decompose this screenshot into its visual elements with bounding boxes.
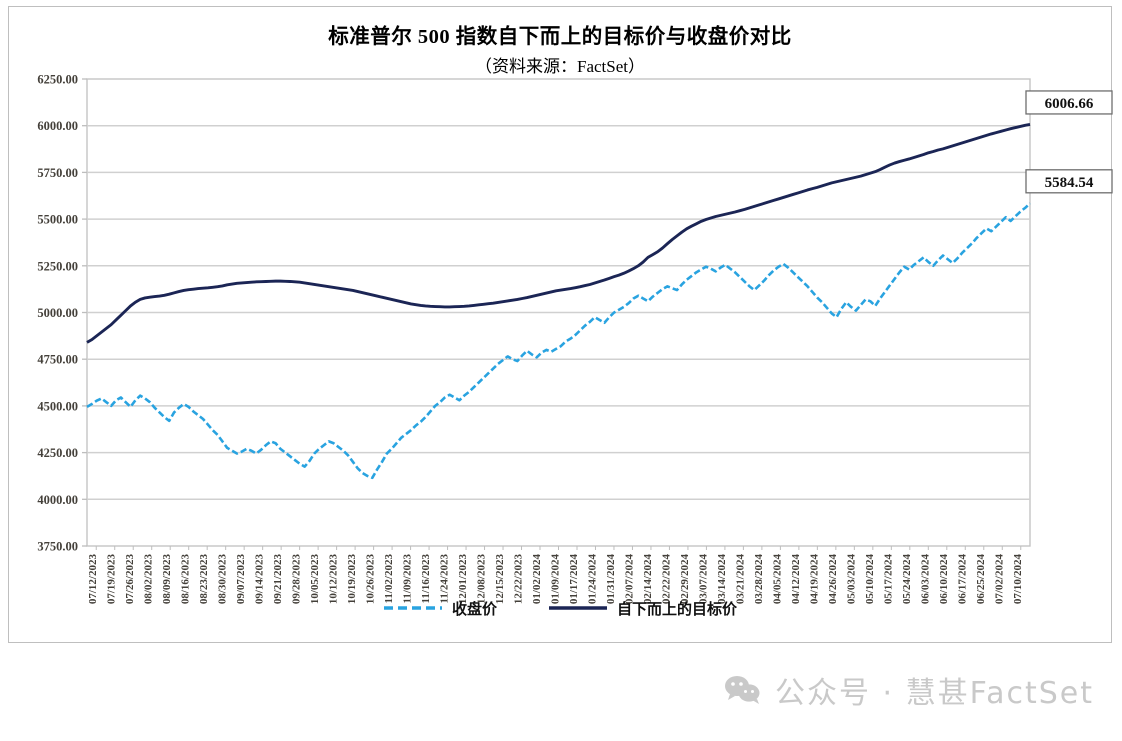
x-tick-label: 12/08/2023: [476, 554, 488, 605]
x-tick-label: 06/03/2024: [919, 554, 931, 605]
line-chart-plot: 6250.00 6000.00 5750.00 5500.00 5250.00 5000.…: [37, 73, 1113, 618]
y-tick-label: 4250.00: [37, 446, 78, 460]
x-tick-label: 04/05/2024: [771, 554, 783, 605]
legend-label-0: 收盘价: [452, 600, 498, 618]
x-tick-label: 08/23/2023: [198, 554, 210, 605]
legend-label-1: 自下而上的目标价: [617, 600, 738, 618]
x-tick-label: 07/10/2024: [1012, 554, 1024, 605]
y-tick-label: 5000.00: [37, 306, 78, 320]
x-tick-label: 07/19/2023: [106, 554, 118, 605]
x-tick-label: 08/16/2023: [180, 554, 192, 605]
x-tick-label: 07/26/2023: [124, 554, 136, 605]
x-tick-label: 05/03/2024: [845, 554, 857, 605]
chart-subtitle: （资料来源：FactSet）: [475, 57, 645, 76]
wechat-icon: [724, 676, 760, 704]
x-tick-label: 06/10/2024: [938, 554, 950, 605]
x-tick-label: 01/17/2024: [568, 554, 580, 605]
x-tick-label: 09/21/2023: [272, 554, 284, 605]
title-block: 标准普尔 500 指数自下而上的目标价与收盘价对比 （资料来源：FactSet）: [9, 19, 1111, 77]
x-tick-label: 12/15/2023: [494, 554, 506, 605]
series-line-1: [86, 123, 1031, 344]
x-tick-label: 09/14/2023: [254, 554, 266, 605]
x-tick-label: 11/02/2023: [383, 554, 395, 604]
x-tick-label: 06/25/2024: [975, 554, 987, 605]
x-tick-label: 02/22/2024: [660, 554, 672, 605]
x-tick-label: 02/29/2024: [679, 554, 691, 605]
x-tick-label: 09/28/2023: [291, 554, 303, 605]
y-tick-label: 5750.00: [37, 166, 78, 180]
data-label-text: 6006.66: [1045, 96, 1094, 112]
x-tick-label: 12/22/2023: [513, 554, 525, 605]
data-label-1: 6006.66: [1025, 90, 1113, 115]
watermark-text: 公众号 · 慧甚FactSet: [774, 676, 1094, 711]
x-tick-label: 05/17/2024: [882, 554, 894, 605]
x-tick-label: 07/02/2024: [993, 554, 1005, 605]
chart-frame: 标准普尔 500 指数自下而上的目标价与收盘价对比 （资料来源：FactSet）…: [8, 6, 1113, 643]
y-tick-label: 3750.00: [37, 540, 78, 554]
x-tick-label: 03/21/2024: [734, 554, 746, 605]
x-tick-label: 08/30/2023: [217, 554, 229, 605]
x-tick-label: 02/14/2024: [642, 554, 654, 605]
x-tick-label: 03/07/2024: [697, 554, 709, 605]
x-tick-label: 10/12/2023: [328, 554, 340, 605]
x-tick-label: 08/02/2023: [143, 554, 155, 605]
x-tick-label: 11/16/2023: [420, 554, 432, 604]
x-tick-label: 05/24/2024: [901, 554, 913, 605]
x-tick-label: 11/24/2023: [439, 554, 451, 604]
y-tick-label: 6250.00: [37, 73, 78, 87]
page-title: 标准普尔 500 指数自下而上的目标价与收盘价对比: [328, 26, 792, 48]
x-tick-label: 01/09/2024: [550, 554, 562, 605]
x-tick-label: 04/12/2024: [790, 554, 802, 605]
y-tick-label: 4000.00: [37, 493, 78, 507]
y-tick-label: 5250.00: [37, 259, 78, 273]
data-label-text: 5584.54: [1045, 175, 1094, 191]
x-tick-label: 03/28/2024: [753, 554, 765, 605]
x-tick-label: 07/12/2023: [87, 554, 99, 605]
x-tick-label: 06/17/2024: [956, 554, 968, 605]
x-tick-label: 05/10/2024: [864, 554, 876, 605]
y-tick-label: 5500.00: [37, 213, 78, 227]
x-tick-label: 10/05/2023: [309, 554, 321, 605]
x-tick-label: 01/02/2024: [531, 554, 543, 605]
watermark: 公众号 · 慧甚FactSet: [724, 668, 1094, 712]
x-tick-label: 01/31/2024: [605, 554, 617, 605]
y-tick-label: 4750.00: [37, 353, 78, 367]
x-tick-label: 04/19/2024: [808, 554, 820, 605]
y-tick-label: 4500.00: [37, 399, 78, 413]
data-label-0: 5584.54: [1025, 169, 1113, 194]
x-tick-label: 02/07/2024: [623, 554, 635, 605]
x-tick-label: 10/19/2023: [346, 554, 358, 605]
x-tick-label: 11/09/2023: [402, 554, 414, 604]
x-tick-label: 08/09/2023: [161, 554, 173, 605]
x-tick-label: 03/14/2024: [716, 554, 728, 605]
x-tick-label: 12/01/2023: [457, 554, 469, 605]
x-tick-label: 09/07/2023: [235, 554, 247, 605]
x-tick-label: 04/26/2024: [827, 554, 839, 605]
series-line-0: [86, 202, 1031, 480]
x-tick-label: 01/24/2024: [586, 554, 598, 605]
y-tick-label: 6000.00: [37, 119, 78, 133]
x-tick-label: 10/26/2023: [365, 554, 377, 605]
